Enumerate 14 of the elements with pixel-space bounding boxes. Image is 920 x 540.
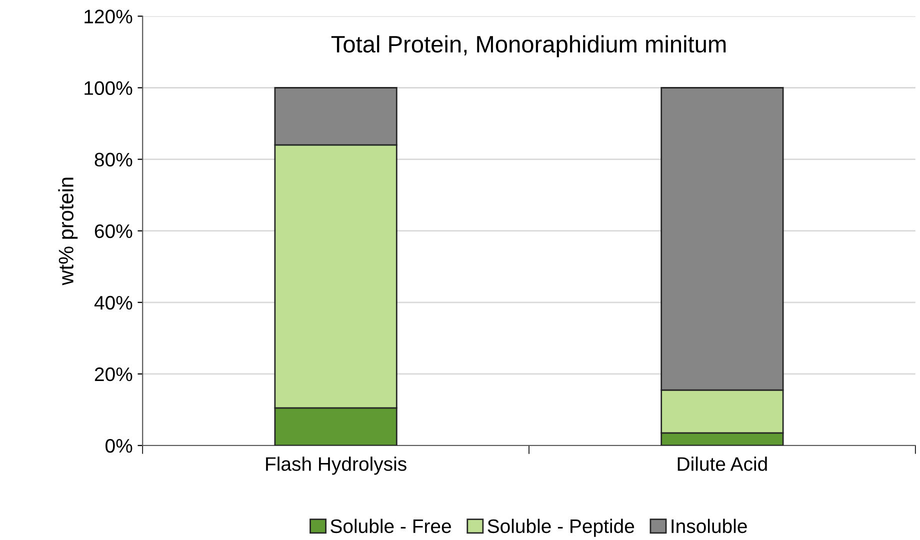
text: Total Protein, Monoraphidium minitum [331,35,726,58]
y-tick-label: 80% [94,152,132,167]
legend-label: Insoluble [672,518,747,534]
y-tick-label: 60% [94,224,132,238]
y-tick-label: 20% [94,367,132,382]
y-tick-label: 0% [106,438,132,453]
x-tick-label: Flash Hydrolysis [266,456,406,475]
y-axis-title: wt% protein [58,178,78,286]
legend-label: Soluble - Peptide [488,518,634,537]
x-tick-label: Dilute Acid [678,456,767,471]
y-tick-label: 40% [94,296,132,310]
y-tick-label: 120% [84,10,132,24]
legend-label: Soluble - Free [330,518,451,534]
y-tick-label: 100% [84,81,132,95]
